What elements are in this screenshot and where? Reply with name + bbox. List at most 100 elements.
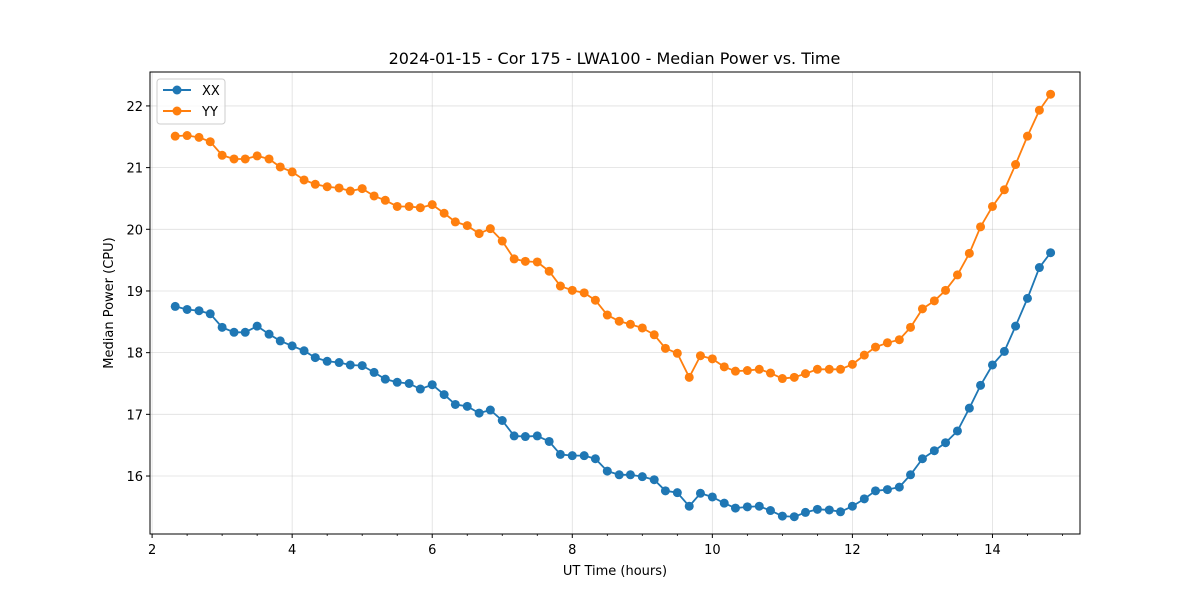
data-point-yy	[415, 203, 425, 213]
data-point-xx	[684, 501, 694, 511]
data-point-xx	[614, 470, 624, 480]
data-point-yy	[205, 137, 215, 147]
data-point-xx	[824, 505, 834, 515]
data-point-xx	[1046, 248, 1056, 258]
data-point-xx	[205, 309, 215, 319]
data-point-yy	[334, 183, 344, 193]
y-tick-label: 20	[126, 223, 143, 238]
data-point-xx	[334, 358, 344, 368]
data-point-yy	[427, 200, 437, 210]
data-point-yy	[754, 364, 764, 374]
data-point-yy	[836, 364, 845, 374]
data-point-yy	[287, 167, 297, 177]
y-tick-label: 22	[126, 100, 143, 115]
y-tick-label: 16	[126, 470, 143, 485]
grid	[150, 72, 1080, 534]
x-tick-label: 6	[428, 543, 436, 558]
data-point-xx	[859, 494, 869, 504]
data-point-yy	[742, 366, 752, 376]
data-point-yy	[520, 256, 530, 266]
data-point-xx	[310, 353, 320, 363]
data-point-yy	[567, 285, 577, 295]
data-point-yy	[509, 254, 519, 264]
data-point-xx	[812, 504, 822, 514]
data-point-yy	[929, 296, 939, 306]
data-point-xx	[404, 379, 414, 388]
legend-marker-xx	[172, 85, 182, 95]
data-point-xx	[497, 416, 507, 425]
x-tick-label: 12	[844, 543, 861, 558]
data-point-xx	[427, 380, 437, 390]
data-point-yy	[660, 343, 670, 353]
data-point-xx	[322, 356, 332, 366]
data-point-yy	[859, 350, 869, 360]
data-point-xx	[380, 374, 390, 384]
y-tick-label: 17	[126, 408, 143, 423]
y-axis-label: Median Power (CPU)	[102, 237, 117, 368]
data-point-yy	[439, 208, 449, 218]
legend-label-yy: YY	[201, 105, 218, 120]
data-point-yy	[999, 185, 1009, 195]
data-point-xx	[532, 431, 542, 441]
data-point-yy	[824, 364, 834, 374]
data-point-yy	[917, 304, 927, 314]
data-point-yy	[602, 310, 612, 320]
data-point-yy	[194, 132, 204, 142]
data-point-yy	[544, 266, 554, 276]
data-point-xx	[544, 436, 554, 446]
data-point-yy	[719, 362, 729, 372]
y-tick-label: 19	[126, 285, 143, 300]
plot-frame	[149, 71, 1081, 535]
data-point-xx	[450, 399, 460, 409]
data-point-yy	[952, 270, 962, 280]
data-point-xx	[439, 390, 449, 400]
data-point-yy	[229, 154, 239, 164]
data-point-yy	[217, 150, 227, 160]
series-yy	[170, 89, 1056, 384]
data-point-yy	[625, 319, 635, 329]
data-point-xx	[952, 426, 962, 436]
data-point-yy	[695, 351, 705, 361]
data-point-xx	[707, 492, 717, 502]
data-point-xx	[182, 304, 192, 314]
data-point-yy	[1034, 105, 1044, 115]
data-point-yy	[894, 335, 904, 345]
data-point-xx	[906, 470, 916, 480]
series-line-yy	[175, 93, 1052, 380]
data-point-yy	[182, 131, 192, 141]
y-tick-label: 18	[126, 347, 143, 362]
data-point-xx	[485, 405, 495, 415]
data-point-xx	[999, 346, 1009, 356]
data-point-xx	[170, 301, 180, 311]
data-point-yy	[672, 348, 682, 358]
data-point-yy	[240, 154, 250, 164]
data-point-xx	[754, 501, 764, 511]
data-point-xx	[462, 401, 472, 411]
data-point-yy	[906, 322, 916, 332]
data-point-xx	[719, 498, 729, 508]
data-point-xx	[474, 408, 484, 418]
data-point-yy	[976, 222, 986, 232]
data-point-xx	[730, 503, 740, 513]
x-tick-label: 10	[704, 543, 721, 558]
data-point-xx	[264, 329, 274, 339]
data-point-yy	[485, 224, 495, 234]
data-point-yy	[1011, 160, 1021, 170]
data-point-xx	[765, 506, 775, 516]
data-point-xx	[509, 431, 519, 441]
data-point-xx	[1022, 293, 1032, 303]
data-point-yy	[964, 248, 974, 258]
data-point-yy	[1022, 131, 1032, 141]
data-point-xx	[976, 380, 986, 390]
data-point-xx	[369, 367, 379, 377]
data-point-xx	[649, 475, 659, 485]
data-point-xx	[789, 512, 799, 522]
data-point-yy	[637, 323, 647, 333]
data-point-xx	[929, 446, 939, 456]
x-tick-label: 2	[148, 543, 156, 558]
series-line-xx	[174, 252, 1052, 518]
data-point-yy	[380, 195, 390, 205]
data-point-yy	[730, 366, 740, 376]
data-point-xx	[695, 488, 705, 498]
